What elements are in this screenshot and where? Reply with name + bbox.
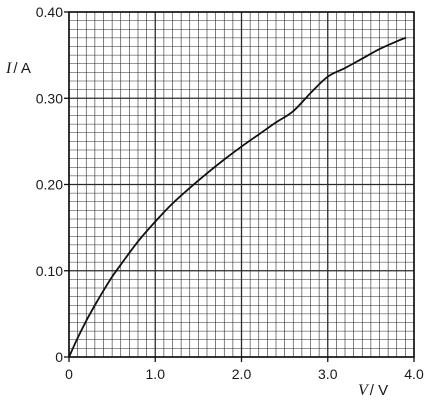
y-tick-label: 0.30 [36,90,63,106]
x-tick-label: 2.0 [232,366,252,382]
x-axis-label: V / V [358,382,388,399]
x-tick-label: 4.0 [404,366,424,382]
grid [64,11,415,362]
plot-area [68,36,407,358]
x-tick-label: 3.0 [318,366,338,382]
y-tick-label: 0 [55,349,63,365]
x-tick-labels: 0 1.0 2.0 3.0 4.0 [65,366,424,382]
x-tick-label: 1.0 [146,366,166,382]
x-tick-label: 0 [65,366,73,382]
y-axis-label: I / A [5,60,31,77]
series-curve [68,36,407,358]
y-tick-label: 0.40 [36,4,63,20]
y-tick-label: 0.20 [36,177,63,193]
y-tick-labels: 0 0.10 0.20 0.30 0.40 [36,4,63,365]
y-tick-label: 0.10 [36,263,63,279]
